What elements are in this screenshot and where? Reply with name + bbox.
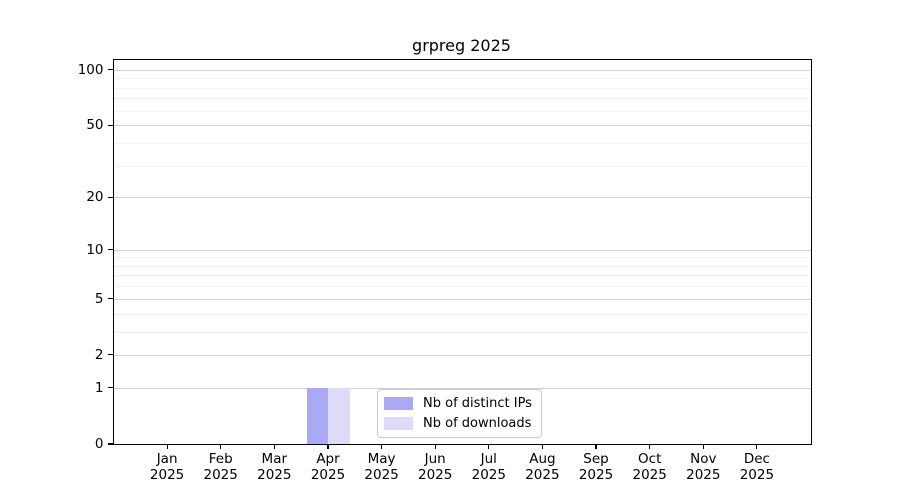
legend-item-downloads: Nb of downloads <box>384 415 532 432</box>
legend-swatch-downloads <box>384 417 413 430</box>
y-tick-mark <box>108 354 113 356</box>
x-tick-label-feb: Feb 2025 <box>203 451 238 483</box>
legend-item-distinct-ips: Nb of distinct IPs <box>384 395 532 412</box>
y-tick-label: 1 <box>94 379 104 396</box>
plot-area <box>112 59 812 445</box>
x-tick-label-may: May 2025 <box>364 451 399 483</box>
x-tick-label-jan: Jan 2025 <box>149 451 185 483</box>
x-tick-mark <box>595 444 597 449</box>
legend: Nb of distinct IPs Nb of downloads <box>377 389 542 438</box>
x-tick-mark <box>220 444 222 449</box>
x-tick-mark <box>434 444 436 449</box>
bar-nb-of-downloads-apr <box>328 387 350 444</box>
y-tick-mark <box>108 69 113 71</box>
bar-nb-of-distinct-ips-apr <box>306 387 328 444</box>
y-tick-label: 50 <box>86 117 104 134</box>
y-tick-label: 100 <box>77 61 104 78</box>
y-gridline-major <box>113 69 811 71</box>
y-gridline-minor <box>113 98 811 100</box>
y-gridline-minor <box>113 165 811 167</box>
y-gridline-minor <box>113 265 811 267</box>
y-gridline-minor <box>113 275 811 277</box>
y-gridline-major <box>113 387 811 389</box>
x-tick-label-aug: Aug 2025 <box>525 451 560 483</box>
y-tick-mark <box>108 298 113 300</box>
x-tick-mark <box>756 444 758 449</box>
x-tick-mark <box>541 444 543 449</box>
legend-label-downloads: Nb of downloads <box>423 416 532 431</box>
chart-title: grpreg 2025 <box>412 36 511 55</box>
y-gridline-major <box>113 125 811 127</box>
y-tick-mark <box>108 124 113 126</box>
x-tick-label-sep: Sep 2025 <box>578 451 614 483</box>
y-tick-label: 0 <box>94 436 104 452</box>
x-tick-label-dec: Dec 2025 <box>739 451 775 483</box>
y-gridline-minor <box>113 110 811 112</box>
y-gridline-major <box>113 197 811 199</box>
x-tick-mark <box>327 444 329 449</box>
x-tick-mark <box>649 444 651 449</box>
x-tick-label-mar: Mar 2025 <box>257 451 292 483</box>
y-tick-label: 5 <box>94 290 104 307</box>
y-gridline-minor <box>113 286 811 288</box>
y-tick-mark <box>108 443 113 445</box>
x-tick-label-oct: Oct 2025 <box>632 451 667 483</box>
y-gridline-minor <box>113 257 811 259</box>
y-tick-mark <box>108 387 113 389</box>
y-gridline-major <box>113 354 811 356</box>
x-tick-label-jun: Jun 2025 <box>418 451 453 483</box>
x-tick-mark <box>166 444 168 449</box>
y-tick-mark <box>108 249 113 251</box>
y-gridline-minor <box>113 142 811 144</box>
y-gridline-major <box>113 249 811 251</box>
y-tick-label: 20 <box>86 189 104 206</box>
x-tick-mark <box>381 444 383 449</box>
x-tick-mark <box>273 444 275 449</box>
legend-label-distinct-ips: Nb of distinct IPs <box>423 396 532 411</box>
y-gridline-major <box>113 298 811 300</box>
y-tick-label: 10 <box>86 241 104 258</box>
y-gridline-minor <box>113 78 811 80</box>
x-tick-mark <box>488 444 490 449</box>
legend-swatch-distinct-ips <box>384 397 413 410</box>
x-tick-mark <box>702 444 704 449</box>
y-gridline-minor <box>113 87 811 89</box>
x-tick-label-apr: Apr 2025 <box>310 451 346 483</box>
y-gridline-minor <box>113 331 811 333</box>
y-tick-mark <box>108 196 113 198</box>
x-tick-label-jul: Jul 2025 <box>471 451 506 483</box>
x-tick-label-nov: Nov 2025 <box>686 451 721 483</box>
y-tick-label: 2 <box>94 346 104 363</box>
y-gridline-minor <box>113 313 811 315</box>
